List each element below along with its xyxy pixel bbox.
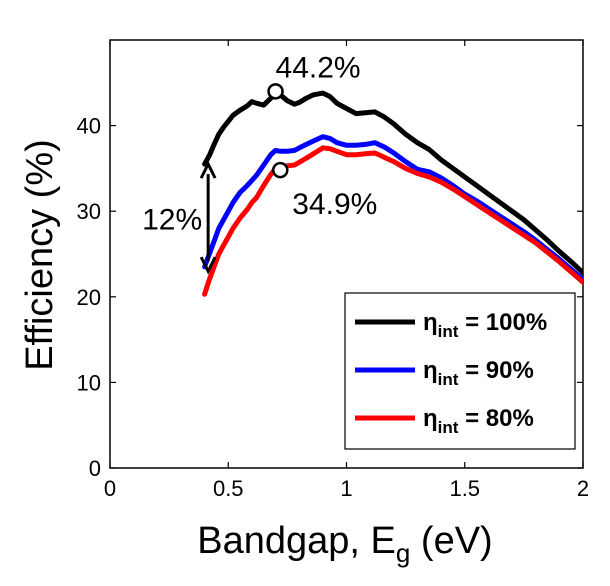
peak-label: 34.9% xyxy=(292,188,377,221)
peak-marker xyxy=(267,83,284,100)
legend-label: ηint = 80% xyxy=(423,405,534,437)
x-axis-title: Bandgap, Eg (eV) xyxy=(197,520,492,568)
y-tick-label: 30 xyxy=(77,199,101,224)
y-tick-label: 10 xyxy=(77,370,101,395)
x-axis-title-sub: g xyxy=(396,538,410,568)
x-axis-title-suffix: (eV) xyxy=(410,520,492,562)
legend-label: ηint = 90% xyxy=(423,357,534,389)
y-tick-label: 20 xyxy=(77,285,101,310)
legend: ηint = 100% ηint = 90% ηint = 80% xyxy=(344,292,576,450)
x-tick-label: 0.5 xyxy=(213,476,244,501)
x-tick-label: 2 xyxy=(577,476,589,501)
y-axis-title: Efficiency (%) xyxy=(19,139,61,371)
series-layer xyxy=(202,88,583,297)
legend-label: ηint = 100% xyxy=(423,309,547,341)
series-line-3 xyxy=(202,145,583,297)
annotations: 44.2% 34.9% 12% xyxy=(142,51,377,275)
gap-arrow-head-down xyxy=(199,256,217,275)
series-line-1 xyxy=(202,88,583,276)
x-tick-label: 0 xyxy=(104,476,116,501)
y-tick-label: 40 xyxy=(77,114,101,139)
x-tick-label: 1.5 xyxy=(449,476,480,501)
gap-arrow-head-up xyxy=(199,160,217,179)
peak-marker xyxy=(272,161,289,179)
series-line-2 xyxy=(202,134,583,283)
y-tick-label: 0 xyxy=(89,456,101,481)
peak-label: 44.2% xyxy=(276,51,361,84)
x-tick-label: 1 xyxy=(340,476,352,501)
x-axis-title-main: Bandgap, E xyxy=(197,520,396,562)
gap-label: 12% xyxy=(142,204,202,237)
